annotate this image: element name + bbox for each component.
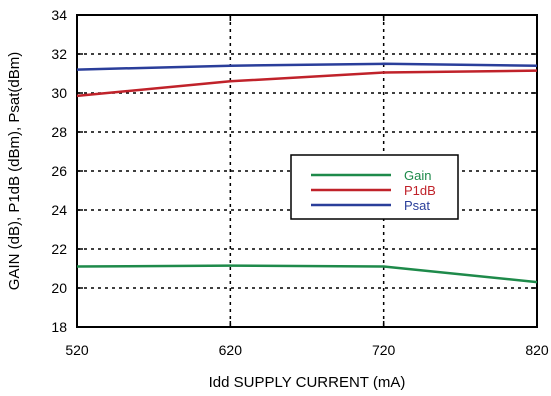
x-tick-label: 820 — [525, 342, 549, 358]
y-tick-label: 24 — [51, 202, 67, 218]
tick-labels: 18 20 22 24 26 28 30 32 34 520 620 720 820 — [51, 7, 548, 358]
x-tick-label: 520 — [65, 342, 89, 358]
y-tick-label: 32 — [51, 46, 67, 62]
series — [76, 62, 538, 284]
y-axis-label: GAIN (dB), P1dB (dBm), Psat(dBm) — [6, 52, 23, 290]
legend-label-psat: Psat — [404, 198, 430, 213]
y-tick-label: 30 — [51, 85, 67, 101]
legend-label-p1db: P1dB — [404, 183, 436, 198]
y-tick-label: 20 — [51, 280, 67, 296]
y-tick-label: 22 — [51, 241, 67, 257]
y-tick-label: 34 — [51, 7, 67, 23]
x-tick-label: 620 — [219, 342, 243, 358]
series-line-p1db — [76, 69, 538, 98]
series-line-gain — [76, 264, 538, 284]
y-tick-label: 26 — [51, 163, 67, 179]
legend-box — [290, 154, 459, 220]
series-line-psat — [76, 62, 538, 71]
x-tick-label: 720 — [372, 342, 396, 358]
x-axis-label: Idd SUPPLY CURRENT (mA) — [209, 374, 406, 391]
ticks — [76, 14, 538, 328]
y-tick-label: 28 — [51, 124, 67, 140]
y-tick-label: 18 — [51, 319, 67, 335]
legend-label-gain: Gain — [404, 168, 431, 183]
